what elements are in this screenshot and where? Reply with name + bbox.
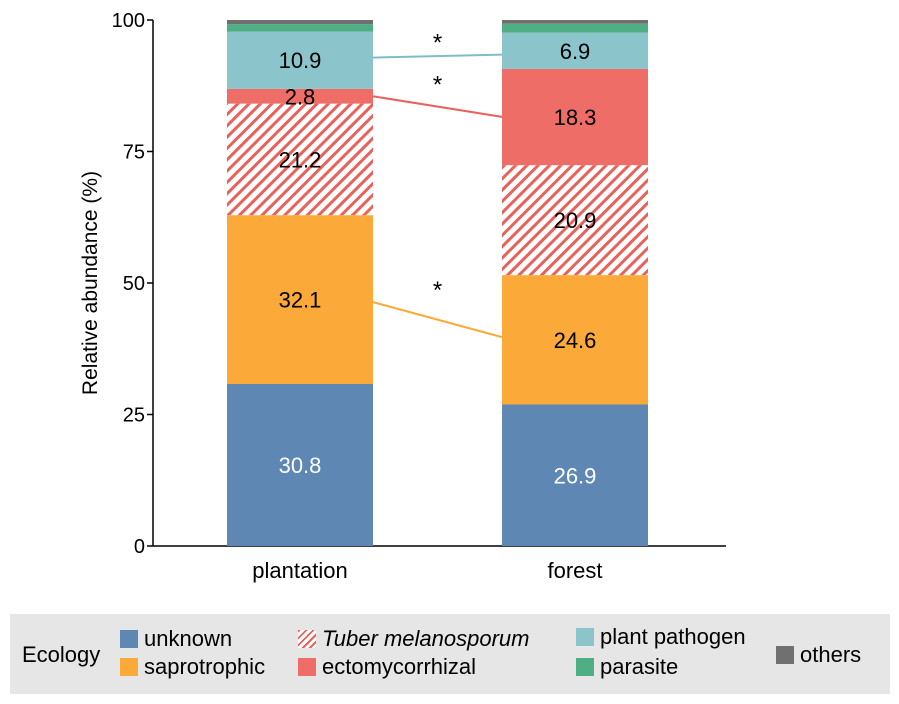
bar-forest-unknown — [502, 404, 648, 546]
legend-item-ecto: ectomycorrhizal — [298, 654, 476, 680]
legend-label-tuber: Tuber melanosporum — [322, 626, 530, 651]
legend-item-saprotrophic: saprotrophic — [120, 654, 265, 680]
legend-item-others: others — [776, 642, 861, 668]
data-label-forest-unknown: 26.9 — [554, 463, 597, 488]
data-label-plantation-ecto: 2.8 — [285, 84, 316, 109]
significance-marker-ecto: * — [433, 71, 442, 98]
bar-forest-pathogen — [502, 32, 648, 69]
legend-swatch-ecto — [298, 658, 316, 676]
significance-line-pathogen — [372, 53, 503, 59]
data-label-forest-saprotrophic: 24.6 — [554, 328, 597, 353]
legend-swatch-others — [776, 646, 794, 664]
legend-swatch-parasite — [576, 658, 594, 676]
bar-plantation-unknown — [227, 383, 373, 546]
x-tick-label-forest: forest — [547, 558, 602, 583]
legend-label-saprotrophic: saprotrophic — [144, 654, 266, 679]
data-label-plantation-unknown: 30.8 — [279, 453, 322, 478]
legend-label-unknown: unknown — [144, 626, 233, 651]
significance-marker-pathogen: * — [433, 30, 442, 57]
bar-plantation-saprotrophic — [227, 215, 373, 384]
y-tick-label-50: 50 — [123, 273, 145, 295]
significance-marker-saprotrophic: * — [433, 277, 442, 304]
data-label-plantation-saprotrophic: 32.1 — [279, 288, 322, 313]
legend-item-parasite: parasite — [576, 654, 678, 680]
legend-item-pathogen: plant pathogen — [576, 624, 746, 650]
y-tick-label-100: 100 — [112, 10, 145, 32]
legend-label-pathogen: plant pathogen — [600, 624, 746, 649]
y-tick-label-75: 75 — [123, 142, 145, 164]
legend: Ecology unknown saprotrophic Tuber melan… — [10, 614, 890, 694]
legend-label-parasite: parasite — [600, 654, 679, 679]
bar-plantation-tuber — [227, 103, 373, 216]
data-label-plantation-tuber: 21.2 — [279, 147, 322, 172]
legend-label-others: others — [800, 642, 862, 667]
legend-item-tuber: Tuber melanosporum — [298, 626, 529, 652]
data-label-forest-tuber: 20.9 — [554, 208, 597, 233]
legend-swatch-saprotrophic — [120, 658, 138, 676]
bar-plantation-parasite — [227, 24, 373, 32]
bar-forest-saprotrophic — [502, 275, 648, 405]
legend-swatch-pathogen — [576, 628, 594, 646]
bar-forest-parasite — [502, 23, 648, 33]
bar-plantation-pathogen — [227, 31, 373, 89]
legend-item-unknown: unknown — [120, 626, 232, 652]
significance-line-saprotrophic — [372, 301, 503, 339]
data-label-forest-ecto: 18.3 — [554, 105, 597, 130]
bar-forest-tuber — [502, 165, 648, 276]
legend-label-ecto: ectomycorrhizal — [322, 654, 477, 679]
data-label-plantation-pathogen: 10.9 — [279, 48, 322, 73]
bar-plantation-ecto — [227, 88, 373, 104]
x-tick-label-plantation: plantation — [252, 558, 347, 583]
stacked-bar-chart: 0 25 50 75 100 Relative abundance (%) plantati… — [79, 10, 726, 583]
significance-line-ecto — [372, 95, 503, 118]
bar-forest-others — [502, 20, 648, 24]
bar-forest-ecto — [502, 68, 648, 166]
bar-plantation-others — [227, 20, 373, 25]
legend-title: Ecology — [22, 642, 101, 667]
legend-swatch-unknown — [120, 630, 138, 648]
y-tick-label-0: 0 — [134, 536, 145, 558]
y-axis-title: Relative abundance (%) — [79, 171, 102, 395]
legend-swatch-tuber — [298, 630, 316, 648]
y-tick-label-25: 25 — [123, 405, 145, 427]
data-label-forest-pathogen: 6.9 — [560, 39, 591, 64]
